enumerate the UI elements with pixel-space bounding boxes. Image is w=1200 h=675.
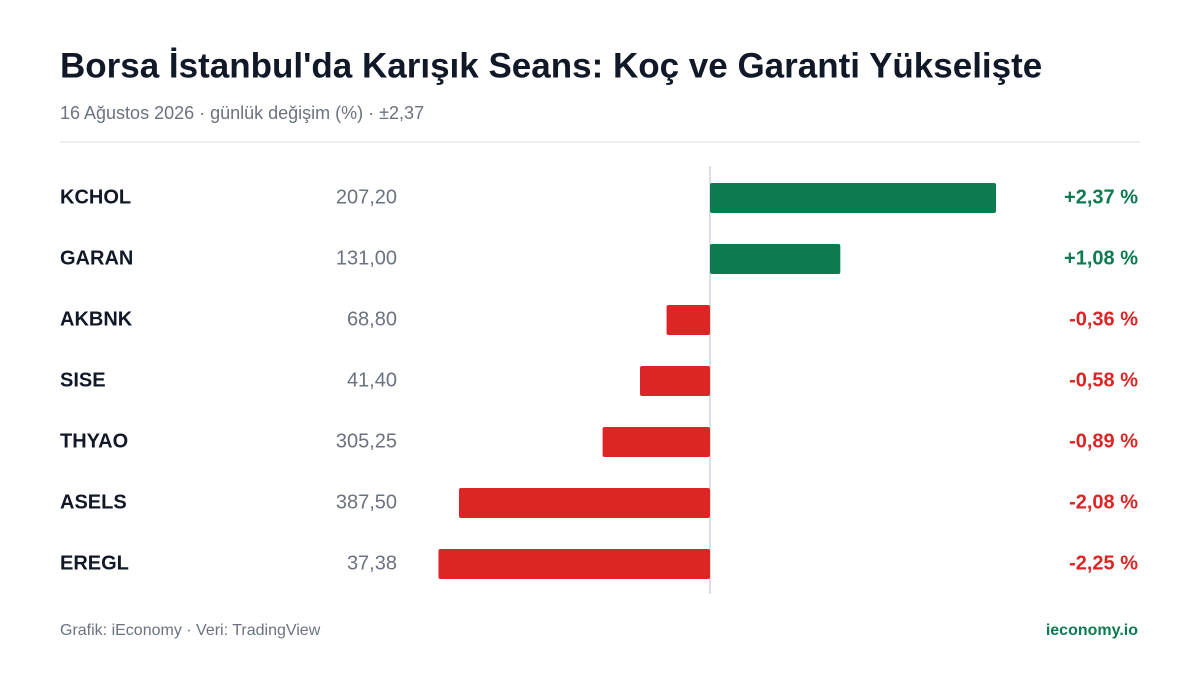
footer-source: Grafik: iEconomy · Veri: TradingView (60, 622, 321, 639)
ticker-label: AKBNK (60, 308, 133, 330)
bar (458, 488, 710, 518)
value-label: -0,36 % (1069, 308, 1138, 330)
ticker-label: ASELS (60, 491, 127, 513)
ticker-label: KCHOL (60, 186, 131, 208)
value-label: +2,37 % (1064, 186, 1138, 208)
ticker-label: SISE (60, 369, 106, 391)
bar (710, 244, 841, 274)
price-label: 37,38 (347, 552, 397, 574)
value-label: -2,25 % (1069, 552, 1138, 574)
price-label: 387,50 (336, 491, 397, 513)
bar (602, 427, 710, 457)
value-label: -2,08 % (1069, 491, 1138, 513)
bar (438, 549, 710, 579)
price-label: 131,00 (336, 247, 397, 269)
bar (710, 183, 996, 213)
price-label: 68,80 (347, 308, 397, 330)
value-label: -0,89 % (1069, 430, 1138, 452)
value-label: -0,58 % (1069, 369, 1138, 391)
chart-title: Borsa İstanbul'da Karışık Seans: Koç ve … (60, 46, 1042, 85)
price-label: 305,25 (336, 430, 397, 452)
chart-subtitle: 16 Ağustos 2026 · günlük değişim (%) · ±… (60, 103, 424, 123)
footer-brand: ieconomy.io (1046, 622, 1138, 639)
ticker-label: THYAO (60, 430, 128, 452)
ticker-label: GARAN (60, 247, 133, 269)
price-label: 41,40 (347, 369, 397, 391)
value-label: +1,08 % (1064, 247, 1138, 269)
bar (666, 305, 710, 335)
price-label: 207,20 (336, 186, 397, 208)
bar (640, 366, 710, 396)
ticker-label: EREGL (60, 552, 129, 574)
